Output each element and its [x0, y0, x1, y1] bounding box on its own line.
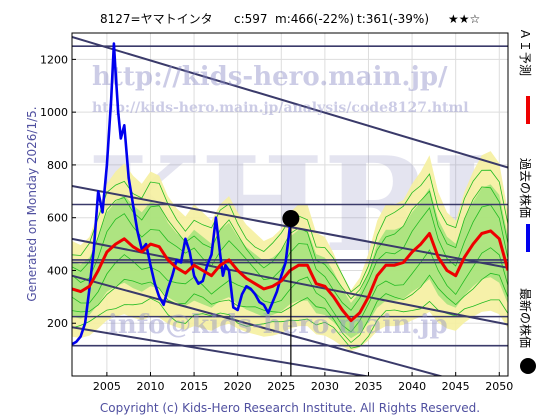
latest-price-dot [282, 209, 300, 227]
y-tick-label: 400 [47, 264, 68, 277]
header-current: c:597 [234, 12, 268, 26]
trend-line [72, 326, 372, 376]
header-target-info: t:361(-39%) [357, 12, 429, 26]
x-tick-label: 2005 [93, 380, 121, 393]
past-price-line [72, 42, 293, 346]
header-stars: ★★☆ [448, 12, 480, 26]
inner-band [72, 184, 508, 339]
x-tick-label: 2015 [180, 380, 208, 393]
y-tick-label: 600 [47, 212, 68, 225]
y-tick-label: 1200 [40, 53, 68, 66]
x-tick-label: 2010 [136, 380, 164, 393]
watermark-email: info@kids-hero.main.jp [108, 310, 448, 340]
header-max-info: m:466(-22%) [275, 12, 354, 26]
x-tick-label: 2025 [267, 380, 295, 393]
legend: ＡＩ予測 過去の株価 最新の株価 [518, 28, 536, 374]
latest-marker-layer [282, 209, 300, 376]
band-line [72, 272, 508, 344]
legend-latest-dot [520, 358, 536, 374]
band-line [72, 204, 508, 311]
y-tick-label: 200 [47, 317, 68, 330]
x-tick-label: 2035 [354, 380, 382, 393]
y-tick-label: 800 [47, 159, 68, 172]
y-tick-label: 1000 [40, 106, 68, 119]
generated-date-label: Generated on Monday 2026/1/5. [25, 106, 39, 301]
series-layer [72, 42, 508, 346]
watermark-url-large: http://kids-hero.main.jp/ [92, 62, 448, 92]
x-tick-label: 2040 [398, 380, 426, 393]
x-tick-label: 2030 [311, 380, 339, 393]
legend-ai-label: ＡＩ予測 [518, 28, 532, 76]
header-code-name: 8127=ヤマトインタ [100, 12, 213, 26]
trend-line [72, 274, 444, 376]
plot-frame [71, 32, 509, 377]
legend-latest-label: 最新の株価 [518, 288, 533, 348]
ai-forecast-line [72, 229, 508, 323]
band-line [72, 297, 508, 349]
trend-lines [72, 35, 508, 376]
trend-line [72, 35, 508, 169]
prediction-band [72, 151, 508, 352]
trend-line [72, 237, 508, 326]
copyright-footer: Copyright (c) Kids-Hero Research Institu… [100, 401, 480, 415]
watermark-url-small: http://kids-hero.main.jp/analysis/code81… [92, 100, 469, 116]
band-line [72, 247, 508, 333]
x-tick-label: 2050 [485, 380, 513, 393]
x-tick-label: 2045 [442, 380, 470, 393]
x-tick-label: 2020 [224, 380, 252, 393]
legend-past-label: 過去の株価 [518, 158, 533, 218]
axes: 2005 2010 2015 2020 2025 2030 2035 2040 2045 2050… [40, 53, 513, 393]
